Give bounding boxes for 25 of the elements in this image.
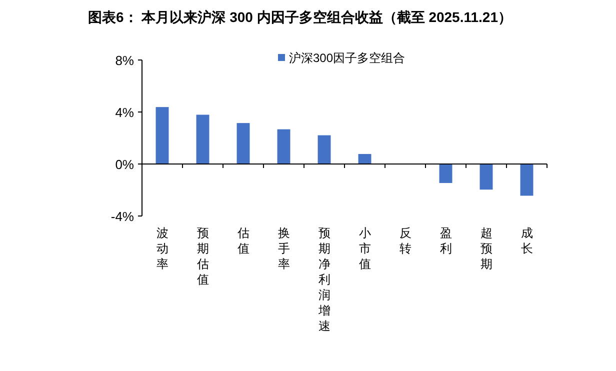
y-tick-label: 8%: [115, 53, 134, 68]
bar: [439, 164, 452, 183]
x-tick-label: 盈利: [440, 226, 452, 256]
bar: [277, 129, 290, 164]
x-tick-label: 成长: [520, 226, 533, 256]
y-tick-label: 0%: [115, 157, 134, 172]
x-tick-label: 超预期: [480, 226, 492, 271]
y-tick-label: -4%: [110, 209, 134, 224]
bar: [520, 164, 534, 196]
bar: [358, 154, 372, 164]
x-tick-label: 小市值: [358, 226, 371, 271]
x-tick-label: 预期净利润增速: [317, 226, 330, 333]
legend-label: 沪深300因子多空组合: [289, 51, 406, 65]
bar: [318, 135, 331, 164]
x-tick-label: 预期估值: [196, 226, 209, 286]
bar: [236, 123, 250, 164]
x-tick-label: 换手率: [278, 226, 290, 271]
x-tick-label: 波动率: [156, 226, 168, 271]
x-tick-label: 估值: [236, 226, 250, 256]
chart-title: 图表6： 本月以来沪深 300 内因子多空组合收益（截至 2025.11.21）: [88, 9, 512, 25]
y-tick-label: 4%: [115, 105, 134, 120]
bar: [480, 164, 493, 190]
bar: [156, 107, 169, 164]
x-tick-label: 反转: [399, 226, 412, 256]
bar: [196, 114, 210, 164]
